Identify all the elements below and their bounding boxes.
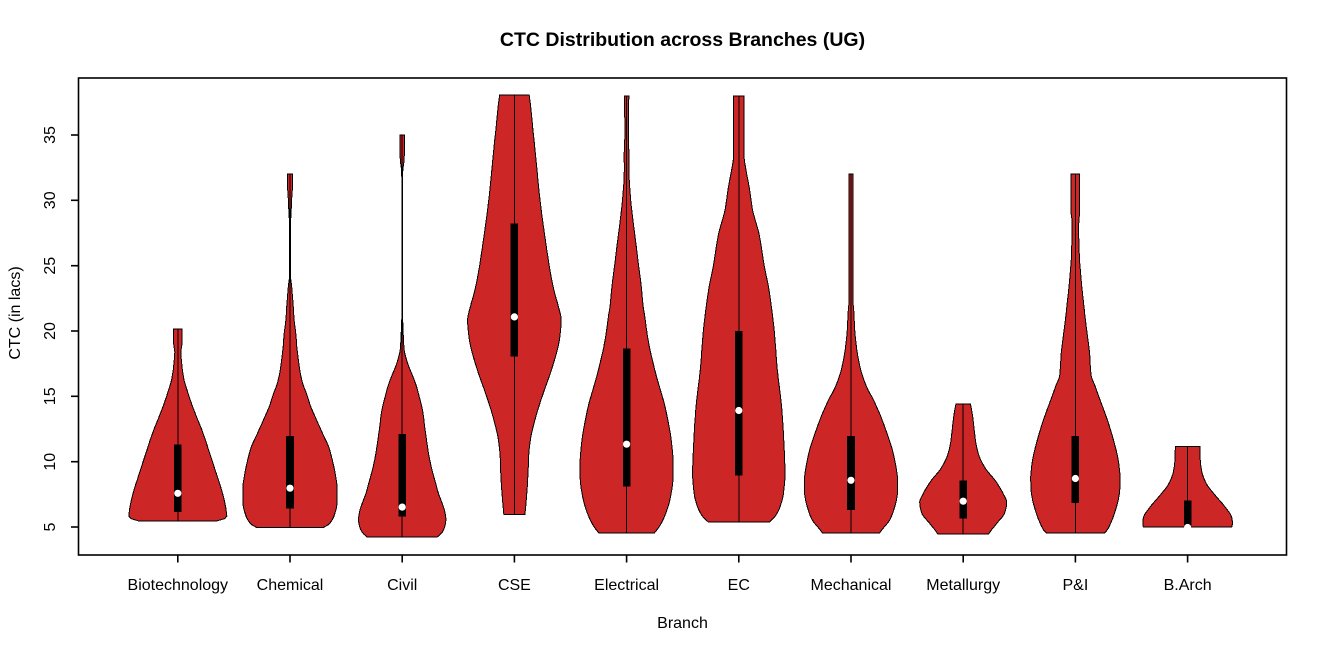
svg-text:CSE: CSE [498,577,531,594]
svg-text:Mechanical: Mechanical [811,577,892,594]
svg-text:25: 25 [42,257,59,275]
svg-text:EC: EC [728,577,750,594]
svg-text:P&I: P&I [1063,577,1089,594]
svg-text:Metallurgy: Metallurgy [926,577,1000,594]
svg-text:B.Arch: B.Arch [1164,577,1212,594]
svg-text:5: 5 [42,522,59,531]
svg-text:10: 10 [42,453,59,471]
svg-text:30: 30 [42,191,59,209]
svg-text:Electrical: Electrical [594,577,659,594]
svg-text:CTC Distribution across Branch: CTC Distribution across Branches (UG) [500,29,865,51]
svg-text:35: 35 [42,126,59,144]
svg-text:Civil: Civil [387,577,417,594]
svg-text:20: 20 [42,322,59,340]
svg-text:Chemical: Chemical [257,577,324,594]
svg-text:Branch: Branch [657,615,708,632]
svg-text:CTC (in lacs): CTC (in lacs) [7,266,24,359]
svg-text:Biotechnology: Biotechnology [128,577,229,594]
svg-text:15: 15 [42,387,59,405]
